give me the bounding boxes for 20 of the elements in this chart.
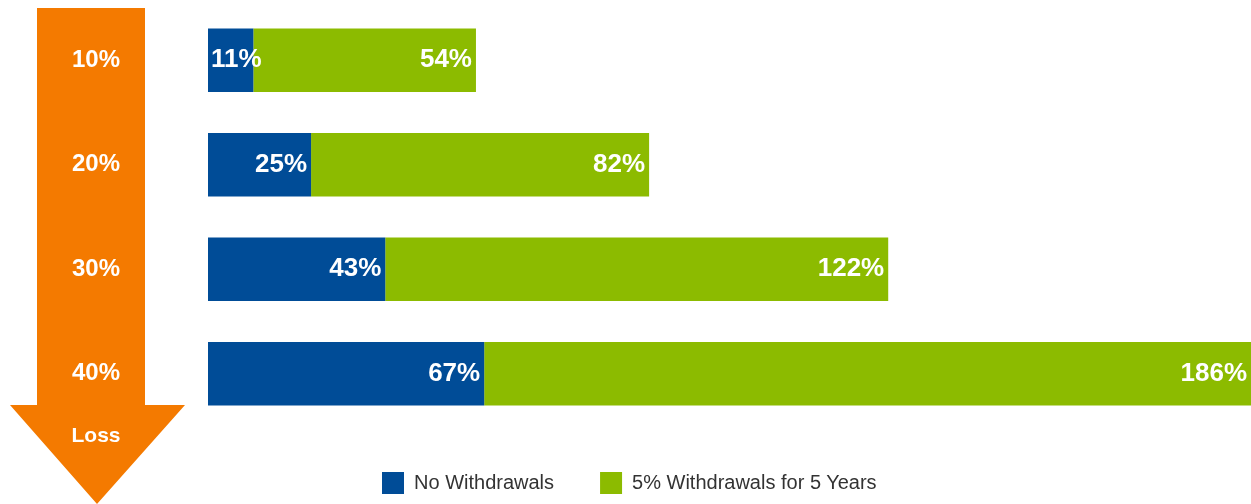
bar [208, 237, 386, 302]
y-tick-label: 20% [71, 149, 121, 177]
y-tick-label: 40% [71, 358, 121, 386]
legend-label: 5% Withdrawals for 5 Years [632, 470, 877, 493]
legend-label: No Withdrawals [414, 470, 555, 493]
data-label: 186% [1180, 356, 1247, 387]
y-tick-label: 10% [71, 44, 121, 72]
y-axis-title: Loss [71, 422, 121, 446]
bar [208, 341, 485, 406]
data-label: 122% [817, 252, 885, 283]
data-label: 25% [255, 147, 308, 178]
bar [385, 237, 889, 302]
y-tick-label: 30% [71, 253, 121, 281]
bar [208, 132, 312, 197]
data-label: 43% [329, 252, 382, 283]
data-label: 54% [419, 43, 472, 74]
bar [311, 132, 650, 197]
data-label: 67% [428, 356, 481, 387]
bar [484, 341, 1251, 406]
data-label: 82% [593, 147, 646, 178]
